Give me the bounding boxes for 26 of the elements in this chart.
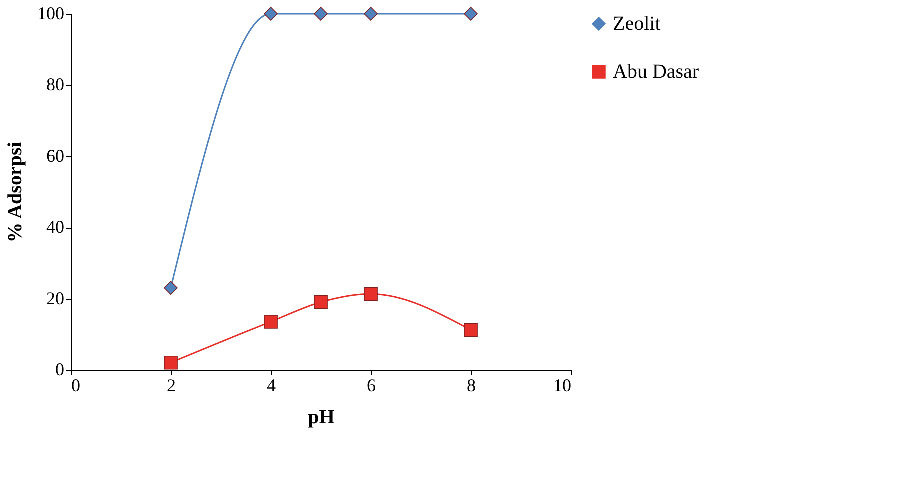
x-tick-label: 0 (72, 376, 80, 396)
x-tick-label: 2 (167, 376, 176, 396)
x-tick-label: 10 (554, 376, 572, 396)
x-tick-label: 8 (467, 376, 476, 396)
point (364, 287, 378, 302)
y-tick-label: 20 (46, 288, 64, 308)
point (164, 281, 178, 296)
y-tick-label: 0 (56, 360, 64, 380)
point (464, 7, 478, 21)
legend-label: Zeolit (613, 13, 662, 35)
y-tick-label: 60 (46, 146, 64, 166)
point (464, 323, 478, 338)
y-tick-label: 40 (46, 217, 64, 238)
point (264, 7, 278, 21)
y-tick-label: 100 (38, 4, 64, 24)
y-tick-label: 80 (46, 74, 64, 95)
x-tick-label: 6 (367, 376, 376, 396)
point (364, 7, 378, 21)
legend-label: Abu Dasar (613, 61, 700, 83)
x-tick-label: 4 (267, 376, 276, 396)
y-axis-title: % Adsorpsi (4, 142, 26, 243)
x-axis-title: pH (308, 406, 336, 428)
point (314, 295, 328, 310)
point (314, 7, 328, 21)
point (264, 315, 278, 329)
point (164, 356, 178, 370)
